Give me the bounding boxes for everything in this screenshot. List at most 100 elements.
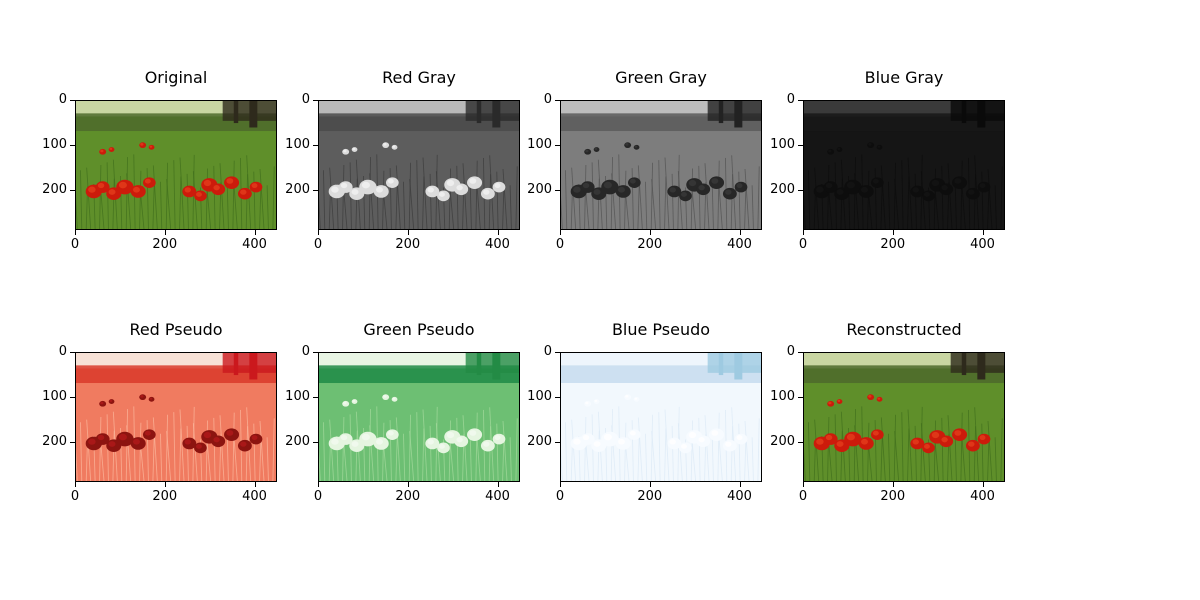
- y-tick-label: 100: [527, 388, 552, 404]
- x-tick-mark: [164, 482, 166, 487]
- panel-title: Original: [144, 68, 208, 87]
- x-tick-mark: [254, 230, 256, 235]
- x-tick-mark: [254, 482, 256, 487]
- x-tick-label: 200: [637, 489, 663, 504]
- panel-title: Red Pseudo: [129, 320, 223, 339]
- y-tick-label: 200: [42, 181, 67, 197]
- y-tick-mark: [798, 189, 803, 191]
- x-tick-mark: [892, 230, 894, 235]
- y-tick-mark: [555, 189, 560, 191]
- y-tick-mark: [313, 396, 318, 398]
- x-tick-mark: [407, 230, 409, 235]
- image-axes: [318, 352, 520, 482]
- x-tick-label: 0: [798, 237, 808, 252]
- y-tick-label: 100: [285, 136, 310, 152]
- y-tick-label: 0: [786, 344, 795, 359]
- y-tick-label: 0: [543, 344, 552, 359]
- panel-title: Green Pseudo: [363, 320, 475, 339]
- x-tick-mark: [318, 230, 319, 235]
- panel-image: [76, 353, 276, 481]
- panel-title: Red Gray: [382, 68, 456, 87]
- panel-title: Green Gray: [615, 68, 707, 87]
- x-tick-mark: [892, 482, 894, 487]
- panel-image: [561, 353, 761, 481]
- x-tick-label: 0: [798, 489, 808, 504]
- panel-image: [319, 353, 519, 481]
- y-tick-label: 200: [527, 433, 552, 449]
- panel-image: [804, 353, 1004, 481]
- x-tick-label: 400: [970, 237, 995, 252]
- image-axes: [75, 100, 277, 230]
- y-tick-label: 200: [770, 433, 795, 449]
- x-tick-mark: [75, 482, 76, 487]
- y-tick-mark: [313, 144, 318, 146]
- image-axes: [803, 352, 1005, 482]
- y-tick-label: 0: [58, 92, 67, 107]
- y-tick-mark: [70, 396, 75, 398]
- y-tick-mark: [70, 441, 75, 443]
- x-tick-label: 0: [70, 237, 80, 252]
- y-tick-mark: [555, 441, 560, 443]
- x-tick-label: 400: [242, 237, 267, 252]
- x-tick-label: 200: [880, 237, 906, 252]
- y-tick-mark: [555, 144, 560, 146]
- y-tick-label: 200: [42, 433, 67, 449]
- y-tick-label: 200: [527, 181, 552, 197]
- y-tick-label: 100: [42, 136, 67, 152]
- y-tick-mark: [70, 352, 75, 353]
- y-tick-mark: [798, 100, 803, 101]
- y-tick-mark: [70, 144, 75, 146]
- image-panel: Red Gray 0 100 200 0 200 400: [243, 68, 520, 263]
- x-tick-label: 400: [970, 489, 995, 504]
- image-panel: Original 0 100 200 0 200 400: [0, 68, 277, 263]
- x-tick-mark: [649, 482, 651, 487]
- y-tick-mark: [555, 100, 560, 101]
- y-tick-mark: [798, 352, 803, 353]
- image-axes: [560, 100, 762, 230]
- x-tick-label: 200: [395, 237, 421, 252]
- y-tick-mark: [798, 441, 803, 443]
- image-panel: Green Pseudo 0 100 200 0 200 400: [243, 320, 520, 515]
- y-tick-label: 0: [543, 92, 552, 107]
- x-tick-mark: [407, 482, 409, 487]
- x-tick-label: 400: [242, 489, 267, 504]
- y-tick-mark: [555, 352, 560, 353]
- y-tick-label: 100: [770, 388, 795, 404]
- y-tick-mark: [70, 189, 75, 191]
- x-tick-label: 200: [395, 489, 421, 504]
- y-tick-mark: [313, 100, 318, 101]
- image-axes: [560, 352, 762, 482]
- x-tick-label: 200: [637, 237, 663, 252]
- y-tick-label: 0: [58, 344, 67, 359]
- panel-image: [76, 101, 276, 229]
- y-tick-mark: [313, 352, 318, 353]
- x-tick-mark: [803, 482, 804, 487]
- y-tick-label: 200: [285, 181, 310, 197]
- x-tick-mark: [739, 230, 741, 235]
- y-tick-mark: [798, 144, 803, 146]
- y-tick-label: 0: [301, 344, 310, 359]
- x-tick-label: 0: [555, 489, 565, 504]
- x-tick-mark: [164, 230, 166, 235]
- x-tick-label: 0: [70, 489, 80, 504]
- y-tick-mark: [313, 189, 318, 191]
- x-tick-label: 200: [152, 237, 178, 252]
- x-tick-label: 200: [880, 489, 906, 504]
- x-tick-label: 0: [313, 237, 323, 252]
- y-tick-label: 100: [770, 136, 795, 152]
- y-tick-label: 0: [786, 92, 795, 107]
- x-tick-mark: [318, 482, 319, 487]
- x-tick-label: 0: [555, 237, 565, 252]
- image-axes: [318, 100, 520, 230]
- y-tick-mark: [313, 441, 318, 443]
- x-tick-mark: [803, 230, 804, 235]
- x-tick-label: 400: [485, 237, 510, 252]
- panel-title: Reconstructed: [846, 320, 962, 339]
- panel-image: [561, 101, 761, 229]
- image-axes: [75, 352, 277, 482]
- panel-title: Blue Pseudo: [611, 320, 711, 339]
- y-tick-label: 100: [527, 136, 552, 152]
- y-tick-label: 100: [285, 388, 310, 404]
- y-tick-label: 200: [285, 433, 310, 449]
